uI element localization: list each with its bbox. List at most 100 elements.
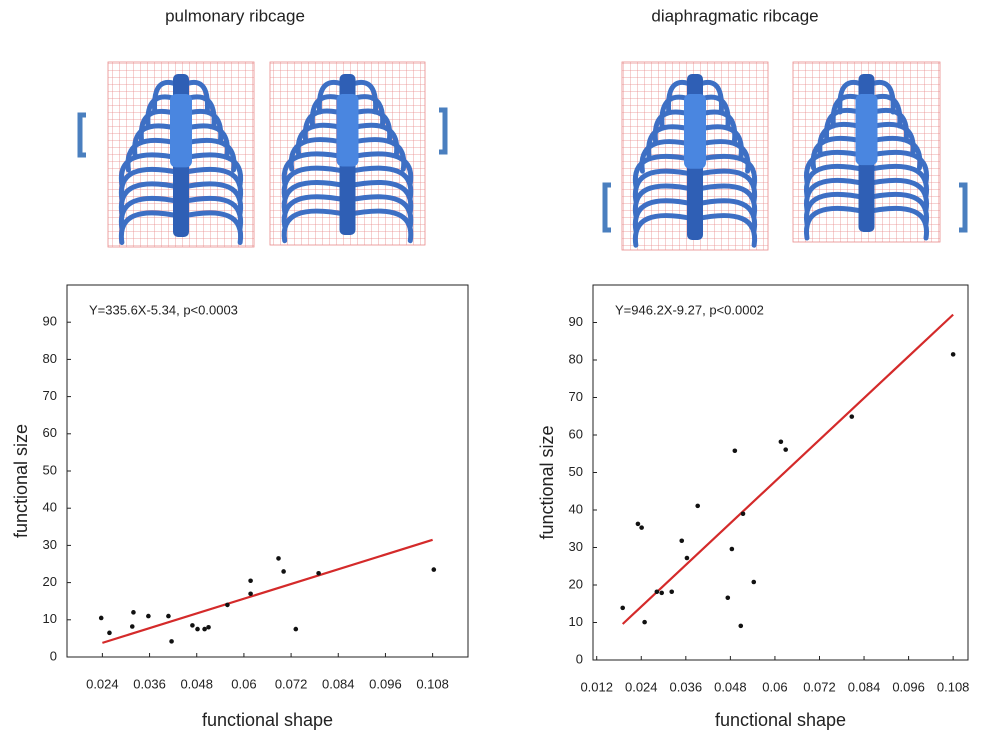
y-tick-label: 80 bbox=[43, 351, 57, 366]
y-tick-label: 90 bbox=[43, 314, 57, 329]
x-tick-label: 0.108 bbox=[937, 679, 970, 694]
y-tick-label: 40 bbox=[569, 501, 583, 516]
sternum bbox=[684, 94, 706, 169]
rib bbox=[345, 194, 414, 229]
data-point bbox=[166, 613, 171, 619]
rib bbox=[118, 195, 184, 231]
y-tick-label: 10 bbox=[569, 614, 583, 629]
sternum bbox=[170, 94, 192, 168]
rib bbox=[803, 177, 869, 213]
plot-frame bbox=[592, 284, 969, 661]
data-point bbox=[639, 525, 644, 530]
y-tick-label: 70 bbox=[43, 388, 57, 403]
regression-line bbox=[621, 313, 954, 625]
data-point bbox=[225, 602, 230, 608]
rib bbox=[345, 180, 414, 215]
data-point bbox=[659, 590, 664, 596]
data-point bbox=[146, 613, 151, 619]
data-point bbox=[751, 579, 757, 585]
y-tick-label: 30 bbox=[569, 539, 583, 554]
rib bbox=[864, 177, 930, 213]
x-tick-label: 0.048 bbox=[180, 676, 213, 691]
x-tick-label: 0.072 bbox=[275, 676, 308, 691]
y-tick-label: 60 bbox=[43, 425, 57, 440]
y-tick-label: 50 bbox=[569, 464, 583, 479]
y-tick-label: 20 bbox=[43, 574, 57, 589]
rib bbox=[118, 166, 184, 202]
x-tick-label: 0.108 bbox=[416, 676, 449, 691]
panel-title: diaphragmatic ribcage bbox=[651, 6, 818, 25]
rib bbox=[118, 210, 184, 245]
rib bbox=[178, 166, 244, 202]
y-tick-label: 90 bbox=[569, 314, 583, 329]
rib bbox=[178, 152, 244, 187]
data-point bbox=[169, 639, 174, 644]
plot-frame bbox=[66, 284, 469, 658]
data-point bbox=[293, 626, 299, 632]
rib bbox=[632, 153, 698, 189]
rib bbox=[692, 168, 758, 204]
data-point bbox=[738, 623, 744, 629]
rib bbox=[281, 194, 350, 229]
x-tick-label: 0.06 bbox=[762, 679, 787, 694]
rib bbox=[345, 165, 414, 201]
rib bbox=[632, 168, 698, 204]
rib bbox=[864, 205, 930, 241]
data-point bbox=[620, 605, 626, 611]
x-tick-label: 0.084 bbox=[322, 676, 355, 691]
y-tick-label: 40 bbox=[43, 500, 57, 515]
x-tick-label: 0.024 bbox=[86, 676, 119, 691]
bracket bbox=[439, 107, 448, 155]
rib bbox=[178, 210, 244, 245]
panel-title: pulmonary ribcage bbox=[165, 6, 305, 25]
data-point bbox=[129, 624, 135, 629]
x-tick-label: 0.096 bbox=[892, 679, 925, 694]
data-point bbox=[695, 503, 701, 509]
ribcage-illustration bbox=[269, 61, 426, 246]
x-tick-label: 0.072 bbox=[803, 679, 836, 694]
data-point bbox=[778, 439, 784, 445]
y-tick-label: 20 bbox=[569, 576, 583, 591]
bracket bbox=[77, 112, 86, 158]
data-point bbox=[195, 626, 200, 632]
y-axis-label: functional size bbox=[537, 425, 557, 539]
ribcage-illustration bbox=[107, 61, 255, 248]
data-point bbox=[202, 626, 207, 632]
data-point bbox=[729, 546, 735, 552]
data-point bbox=[783, 447, 788, 452]
data-point bbox=[190, 623, 195, 628]
x-tick-label: 0.024 bbox=[625, 679, 658, 694]
data-point bbox=[950, 352, 956, 357]
rib bbox=[803, 191, 869, 227]
annotation: Y=335.6X-5.34, p<0.0003 bbox=[89, 302, 238, 317]
data-point bbox=[684, 555, 690, 561]
rib bbox=[345, 208, 414, 244]
data-point bbox=[281, 569, 286, 574]
y-tick-label: 30 bbox=[43, 537, 57, 552]
y-tick-label: 70 bbox=[569, 389, 583, 404]
rib bbox=[281, 165, 350, 201]
data-point bbox=[725, 595, 731, 601]
rib bbox=[281, 208, 350, 244]
rib bbox=[632, 198, 698, 233]
rib bbox=[692, 198, 758, 233]
rib bbox=[118, 152, 184, 187]
data-point bbox=[276, 556, 281, 561]
x-axis-label: functional shape bbox=[715, 710, 846, 730]
rib bbox=[864, 191, 930, 227]
rib bbox=[803, 149, 869, 185]
chart-panel: pulmonary ribcage Y=335.6X-5.34, p<0.0003… bbox=[11, 6, 469, 730]
y-tick-label: 50 bbox=[43, 462, 57, 477]
rib bbox=[345, 151, 414, 186]
regression-line bbox=[102, 538, 433, 644]
x-tick-label: 0.036 bbox=[670, 679, 703, 694]
data-point bbox=[107, 630, 112, 636]
rib bbox=[692, 213, 758, 248]
x-tick-label: 0.012 bbox=[580, 679, 613, 694]
rib bbox=[864, 163, 930, 199]
data-point bbox=[98, 615, 104, 621]
rib bbox=[864, 149, 930, 185]
data-point bbox=[248, 578, 253, 584]
rib bbox=[632, 213, 698, 248]
